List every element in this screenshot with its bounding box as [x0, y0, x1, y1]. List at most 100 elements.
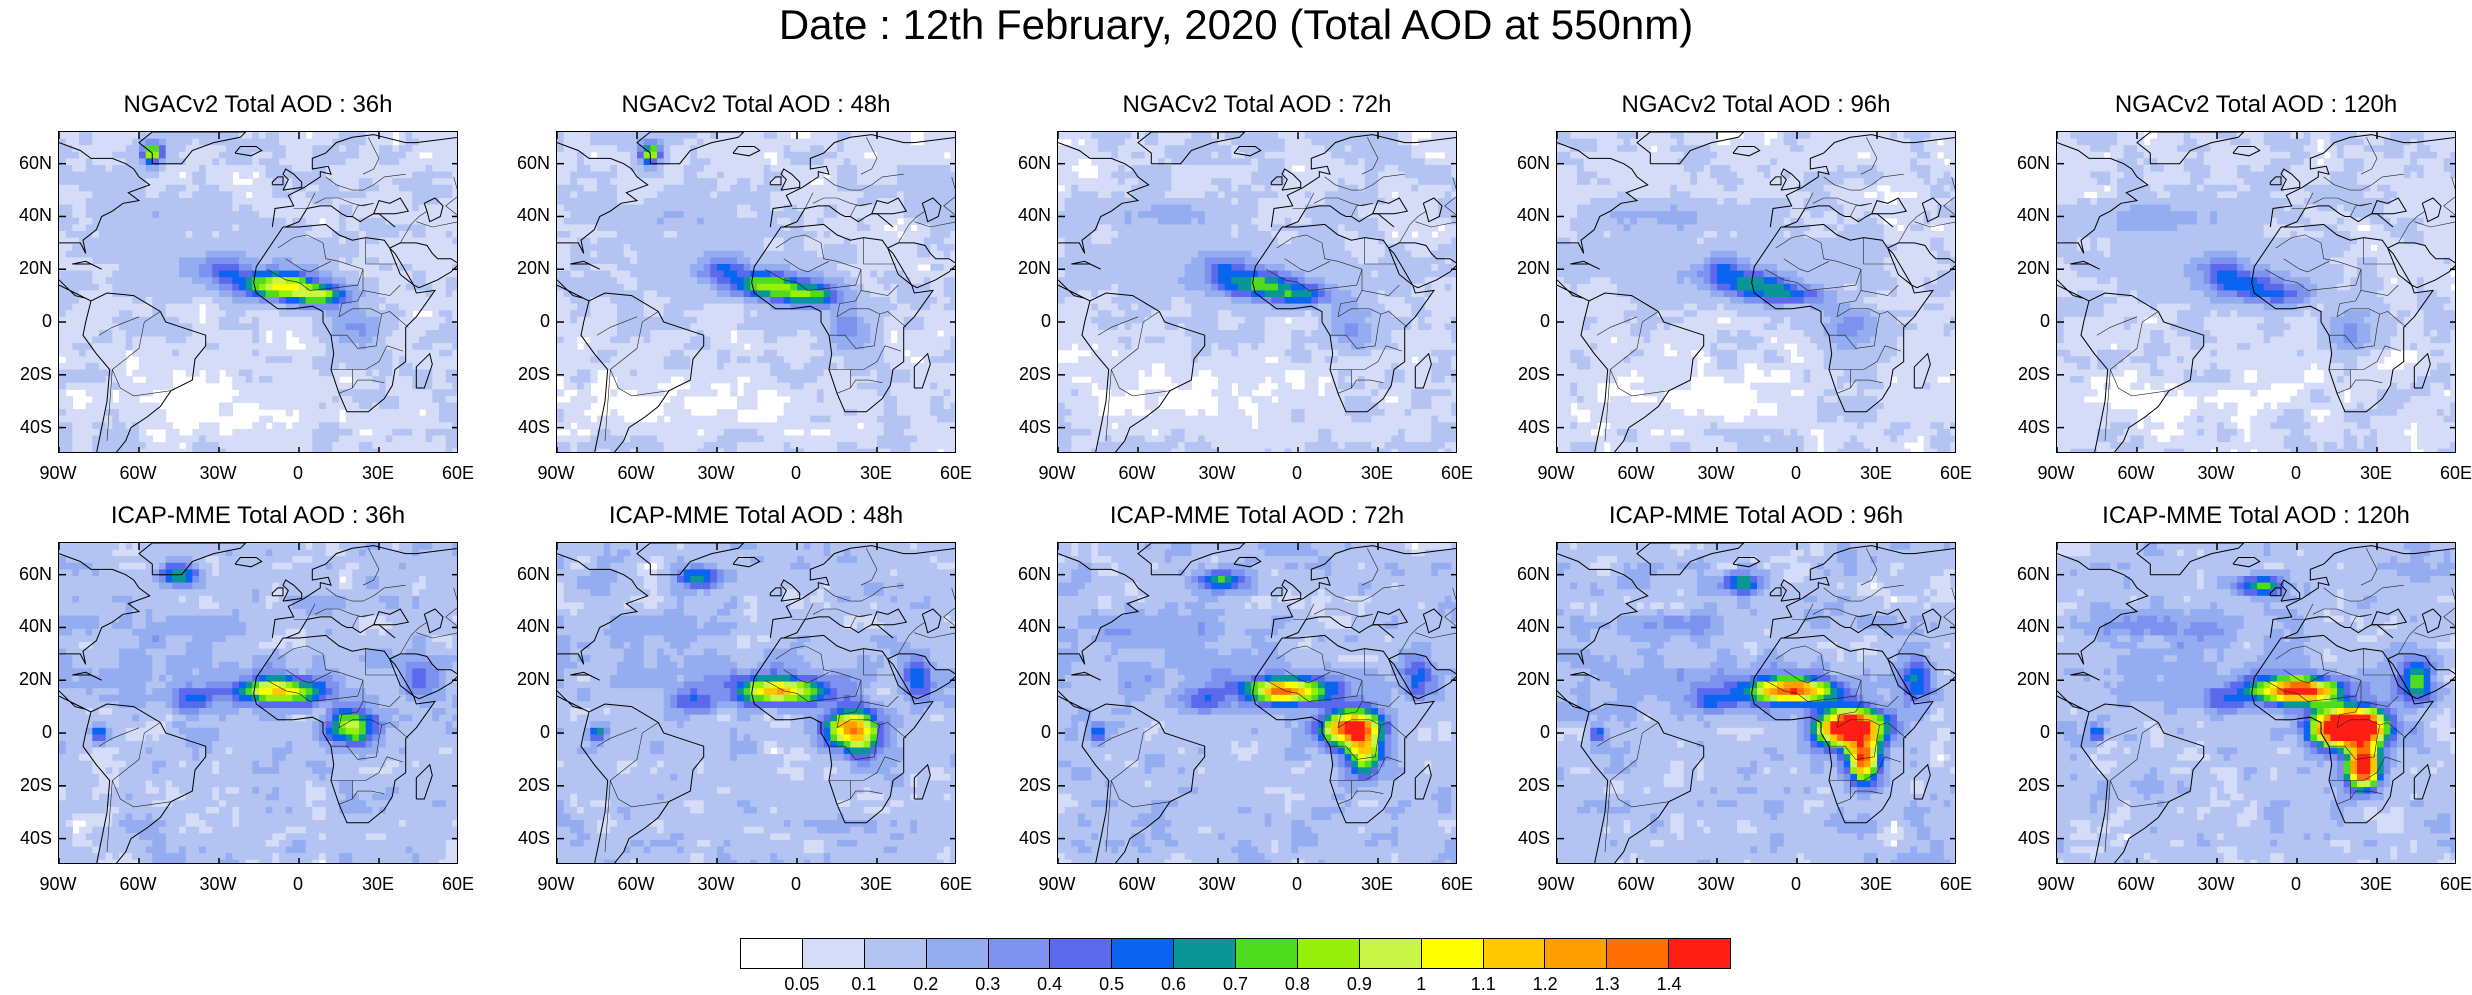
- lat-tick-label: 40N: [506, 616, 550, 636]
- coastline: [415, 763, 433, 800]
- colorbar-swatch: [741, 939, 803, 968]
- country-border: [1324, 584, 1405, 602]
- lat-tick-label: 0: [506, 311, 550, 331]
- lat-tick-label: 20N: [8, 669, 52, 689]
- aod-map-panel: [556, 131, 956, 453]
- country-border: [352, 614, 374, 628]
- country-border: [1105, 369, 1112, 441]
- lon-tick-label: 0: [1267, 463, 1327, 483]
- country-border: [314, 608, 374, 618]
- coastline: [2057, 690, 2090, 713]
- lat-tick-label: 40S: [2006, 417, 2050, 437]
- country-border: [1898, 210, 1926, 244]
- lon-tick-label: 30E: [1347, 874, 1407, 894]
- coastline: [871, 197, 908, 215]
- coastline: [1751, 634, 1935, 824]
- country-border: [1111, 369, 1171, 397]
- country-border: [1850, 614, 1872, 628]
- country-border: [1330, 314, 1381, 349]
- country-border: [2264, 679, 2362, 702]
- country-border: [1914, 221, 1955, 228]
- country-border: [783, 258, 830, 273]
- lat-tick-label: 40S: [1007, 828, 1051, 848]
- country-border: [1604, 780, 1611, 852]
- country-border: [331, 314, 382, 349]
- lon-tick-label: 30W: [1187, 463, 1247, 483]
- lon-tick-label: 60W: [108, 463, 168, 483]
- lon-tick-label: 60W: [1606, 874, 1666, 894]
- lat-tick-label: 60N: [506, 153, 550, 173]
- country-border: [604, 369, 611, 441]
- lat-tick-label: 40S: [506, 417, 550, 437]
- country-border: [362, 695, 401, 707]
- lat-tick-label: 40N: [2006, 616, 2050, 636]
- country-border: [1791, 603, 1814, 620]
- lon-tick-label: 90W: [1027, 874, 1087, 894]
- country-border: [362, 284, 401, 296]
- country-border: [898, 210, 926, 244]
- country-border: [2443, 176, 2455, 216]
- country-border: [610, 311, 659, 370]
- lon-tick-label: 90W: [1526, 463, 1586, 483]
- coastline: [2070, 260, 2100, 270]
- country-border: [2363, 237, 2396, 265]
- lat-tick-label: 0: [8, 311, 52, 331]
- coastline: [1071, 671, 1101, 681]
- lat-tick-label: 0: [1506, 722, 1550, 742]
- coastline: [1557, 553, 1649, 665]
- lat-tick-label: 60N: [1506, 564, 1550, 584]
- coastline: [1887, 242, 1955, 289]
- country-border: [331, 756, 404, 781]
- lon-tick-label: 30E: [846, 463, 906, 483]
- lat-tick-label: 20N: [1506, 669, 1550, 689]
- lon-tick-label: 30W: [1686, 463, 1746, 483]
- coastline: [82, 703, 207, 863]
- colorbar-label: 0.05: [777, 974, 827, 994]
- country-border: [1265, 679, 1363, 702]
- coastline: [1580, 703, 1705, 863]
- country-border: [1415, 221, 1456, 228]
- country-border: [112, 311, 161, 370]
- lat-tick-label: 20S: [1506, 364, 1550, 384]
- country-border: [2363, 648, 2396, 676]
- country-border: [783, 669, 830, 684]
- coastline: [751, 223, 935, 413]
- country-border: [2329, 725, 2380, 760]
- panel-title: NGACv2 Total AOD : 120h: [2006, 91, 2472, 119]
- country-border: [1850, 203, 1872, 217]
- country-border: [1836, 719, 1907, 739]
- country-border: [2398, 621, 2426, 655]
- country-border: [1105, 780, 1112, 852]
- country-border: [1914, 632, 1955, 639]
- country-border: [860, 695, 899, 707]
- colorbar-swatch: [1297, 939, 1360, 968]
- country-border: [112, 722, 161, 781]
- coastline: [1058, 142, 1150, 254]
- coastline: [913, 763, 931, 800]
- country-border: [791, 603, 814, 620]
- lon-tick-label: 90W: [526, 463, 586, 483]
- country-border: [2312, 197, 2372, 207]
- lat-tick-label: 20N: [506, 669, 550, 689]
- country-border: [823, 173, 904, 191]
- country-border: [1337, 308, 1408, 328]
- aod-map-panel: [1057, 131, 1457, 453]
- country-border: [2329, 314, 2380, 349]
- lat-tick-label: 40N: [1007, 205, 1051, 225]
- coastline: [271, 134, 457, 228]
- country-border: [1337, 719, 1408, 739]
- lat-tick-label: 40N: [2006, 205, 2050, 225]
- coastline: [2232, 557, 2261, 568]
- coastline: [1557, 690, 1590, 713]
- colorbar-swatch: [864, 939, 927, 968]
- country-border: [2414, 632, 2455, 639]
- coastline: [2413, 352, 2431, 389]
- lon-tick-label: 60E: [1926, 874, 1986, 894]
- country-border: [604, 780, 611, 852]
- country-border: [596, 727, 638, 747]
- lat-tick-label: 0: [2006, 722, 2050, 742]
- lat-tick-label: 40S: [2006, 828, 2050, 848]
- colorbar-label: 0.2: [901, 974, 951, 994]
- country-border: [860, 137, 878, 175]
- coastline: [2387, 242, 2455, 289]
